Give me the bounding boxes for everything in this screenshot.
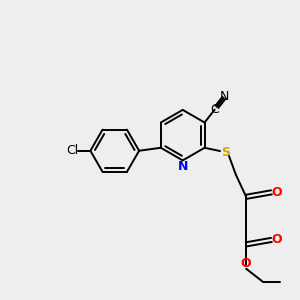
Text: C: C [210,103,219,116]
Text: N: N [220,90,230,103]
Text: O: O [272,186,282,199]
Text: N: N [178,160,188,173]
Text: O: O [241,257,251,270]
Text: S: S [221,146,230,159]
Text: O: O [272,233,282,246]
Text: Cl: Cl [66,144,79,157]
